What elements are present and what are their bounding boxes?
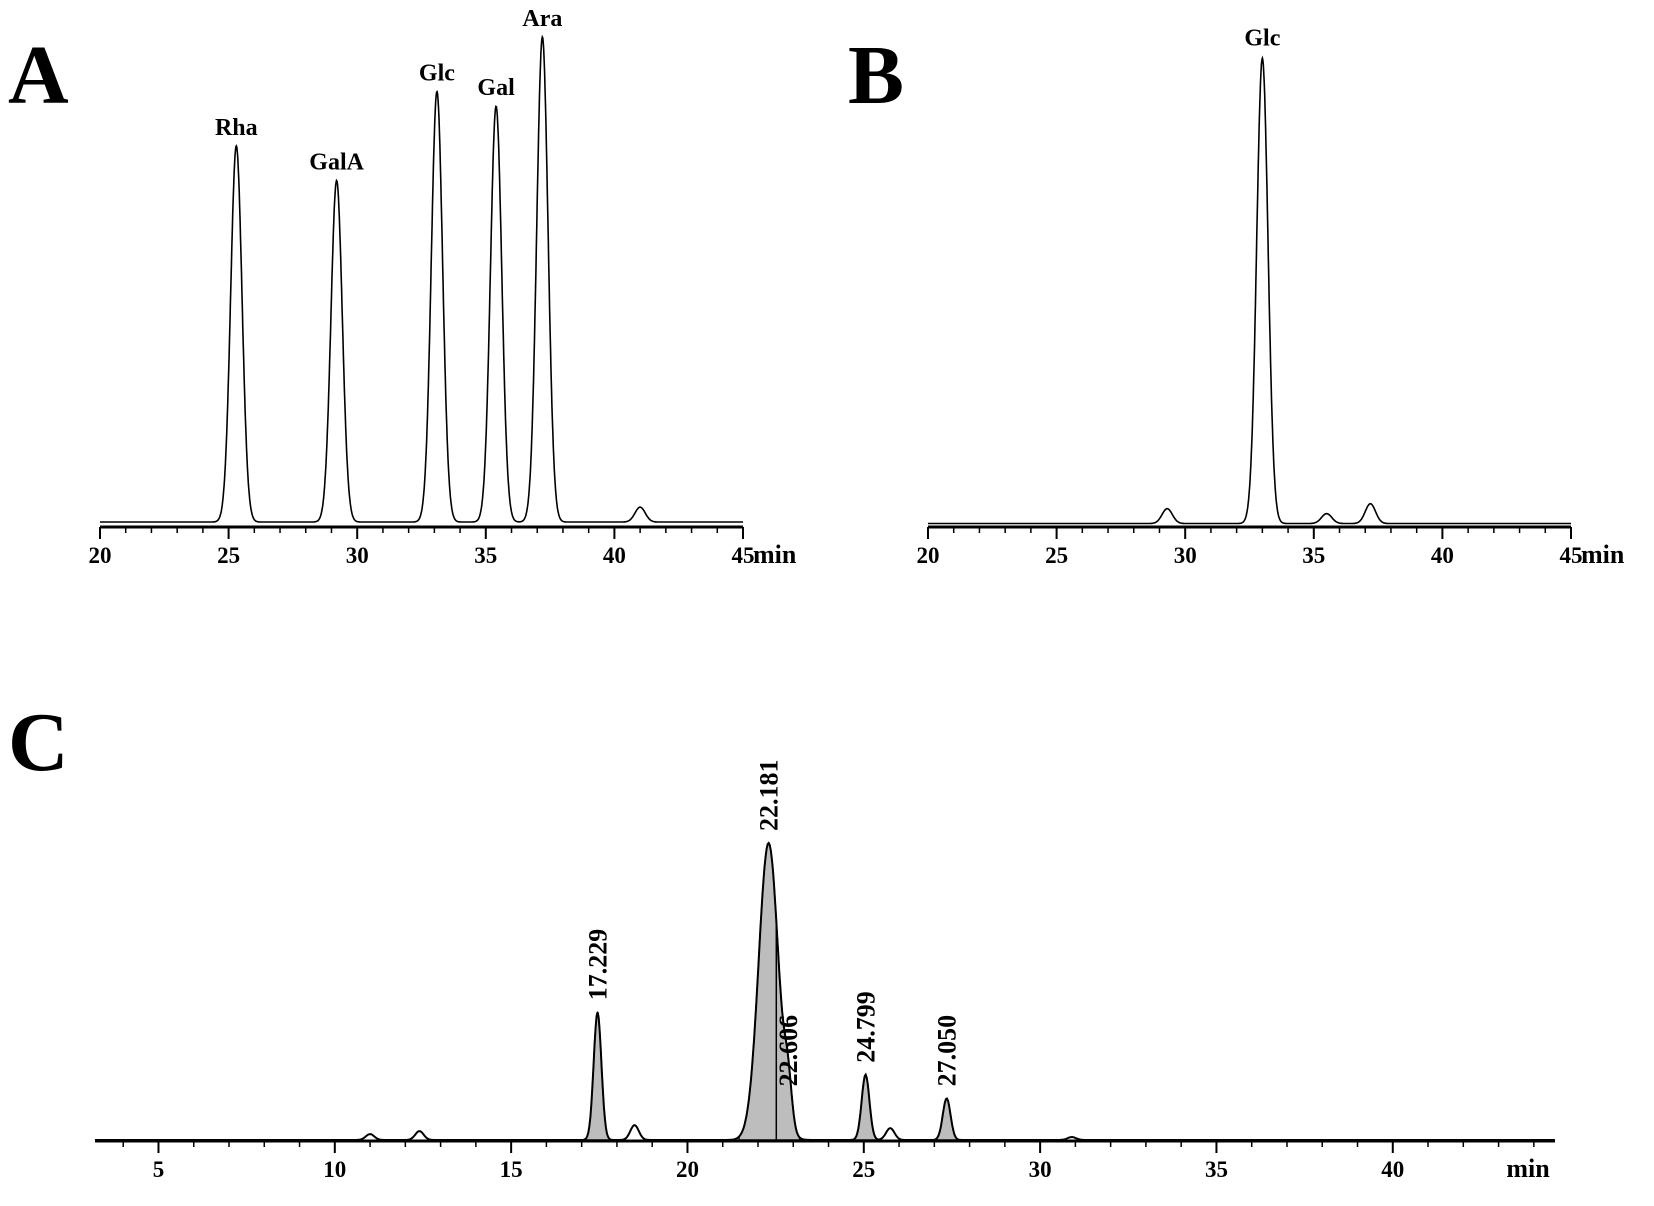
x-tick-label: 25 (852, 1157, 875, 1182)
x-tick-label: 25 (1045, 543, 1068, 568)
peak-label: Ara (522, 6, 562, 32)
x-tick-label: 20 (676, 1157, 699, 1182)
peak-label: Glc (1244, 26, 1280, 52)
peak-retention-time-label: 22.181 (755, 760, 784, 832)
chromatogram-trace (928, 55, 1571, 525)
x-tick-label: 40 (603, 543, 626, 568)
peak-label: GalA (309, 149, 364, 175)
peak-retention-time-label: 17.229 (584, 929, 613, 1001)
x-tick-label: 20 (917, 543, 940, 568)
x-tick-label: 35 (1302, 543, 1325, 568)
peak-retention-time-label: 24.799 (852, 991, 881, 1063)
peak-retention-time-label: 22.606 (774, 1015, 803, 1087)
x-axis-unit-label: min (1581, 540, 1625, 569)
x-tick-label: 45 (732, 543, 755, 568)
x-axis-unit-label: min (1506, 1154, 1550, 1183)
x-tick-label: 35 (474, 543, 497, 568)
x-tick-label: 20 (89, 543, 112, 568)
chromatogram-trace (100, 34, 743, 523)
panel-c: C 5 10 15 20 25 30 35 40 min 17.229 22.181 22.606 24.… (8, 696, 1555, 1183)
peak-label: Glc (419, 60, 455, 86)
x-tick-label: 10 (323, 1157, 346, 1182)
panel-letter: C (8, 696, 69, 789)
peak-retention-time-label: 27.050 (933, 1015, 962, 1087)
x-tick-label: 30 (346, 543, 369, 568)
peak-label: Rha (215, 115, 258, 141)
panel-letter: B (848, 29, 904, 122)
x-tick-label: 30 (1174, 543, 1197, 568)
panel-letter: A (8, 29, 69, 122)
x-axis-unit-label: min (753, 540, 797, 569)
peak-label: Gal (477, 75, 515, 101)
x-tick-label: 45 (1560, 543, 1583, 568)
x-tick-label: 5 (153, 1157, 165, 1182)
x-tick-label: 40 (1431, 543, 1454, 568)
x-tick-label: 25 (217, 543, 240, 568)
x-tick-label: 30 (1029, 1157, 1052, 1182)
x-tick-label: 15 (500, 1157, 523, 1182)
x-tick-label: 35 (1205, 1157, 1228, 1182)
chromatogram-trace (95, 841, 1555, 1141)
x-tick-label: 40 (1381, 1157, 1404, 1182)
